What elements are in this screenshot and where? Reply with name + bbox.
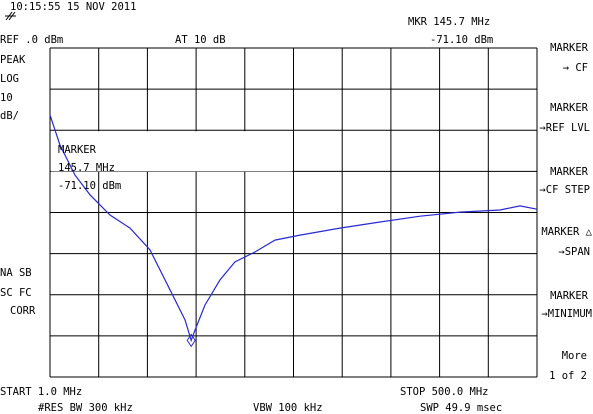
marker-label: -71.10 dBm [58, 180, 121, 192]
ref-level: REF .0 dBm [0, 34, 63, 46]
softkey[interactable]: MARKER [550, 102, 589, 114]
annotation-box [51, 131, 293, 172]
status: SC FC [0, 287, 32, 299]
status: NA SB [0, 267, 32, 279]
softkey[interactable]: →CF STEP [539, 184, 590, 196]
left-label: PEAK [0, 54, 26, 66]
marker-label: MARKER [58, 144, 97, 156]
softkey[interactable]: MARKER [550, 166, 589, 178]
left-label: dB/ [0, 110, 19, 122]
softkey[interactable]: MARKER [550, 290, 589, 302]
marker-label: 145.7 MHz [58, 162, 115, 174]
softkey[interactable]: MARKER △ [541, 226, 592, 238]
status: CORR [10, 305, 36, 317]
sweep: SWP 49.9 msec [420, 402, 502, 414]
left-label: 10 [0, 92, 13, 104]
softkey[interactable]: →REF LVL [539, 122, 590, 134]
icon [5, 11, 16, 21]
softkey[interactable]: → CF [563, 62, 588, 74]
softkey[interactable]: More [562, 350, 587, 362]
softkey[interactable]: MARKER [550, 42, 589, 54]
trace [49, 114, 538, 343]
softkey[interactable]: 1 of 2 [549, 370, 587, 382]
plot: MARKER 145.7 MHz -71.10 dBm [49, 47, 538, 378]
rbw: #RES BW 300 kHz [38, 402, 133, 414]
attenuation: AT 10 dB [175, 34, 226, 46]
stop-freq: STOP 500.0 MHz [400, 386, 489, 398]
marker [186, 333, 196, 348]
marker-level: -71.10 dBm [430, 34, 493, 46]
start-freq: START 1.0 MHz [0, 386, 82, 398]
softkey[interactable]: →MINIMUM [541, 308, 592, 320]
vbw: VBW 100 kHz [253, 402, 323, 414]
timestamp: 10:15:55 15 NOV 2011 [10, 1, 136, 13]
marker-freq: MKR 145.7 MHz [408, 16, 490, 28]
left-label: LOG [0, 73, 19, 85]
softkey[interactable]: →SPAN [558, 246, 590, 258]
